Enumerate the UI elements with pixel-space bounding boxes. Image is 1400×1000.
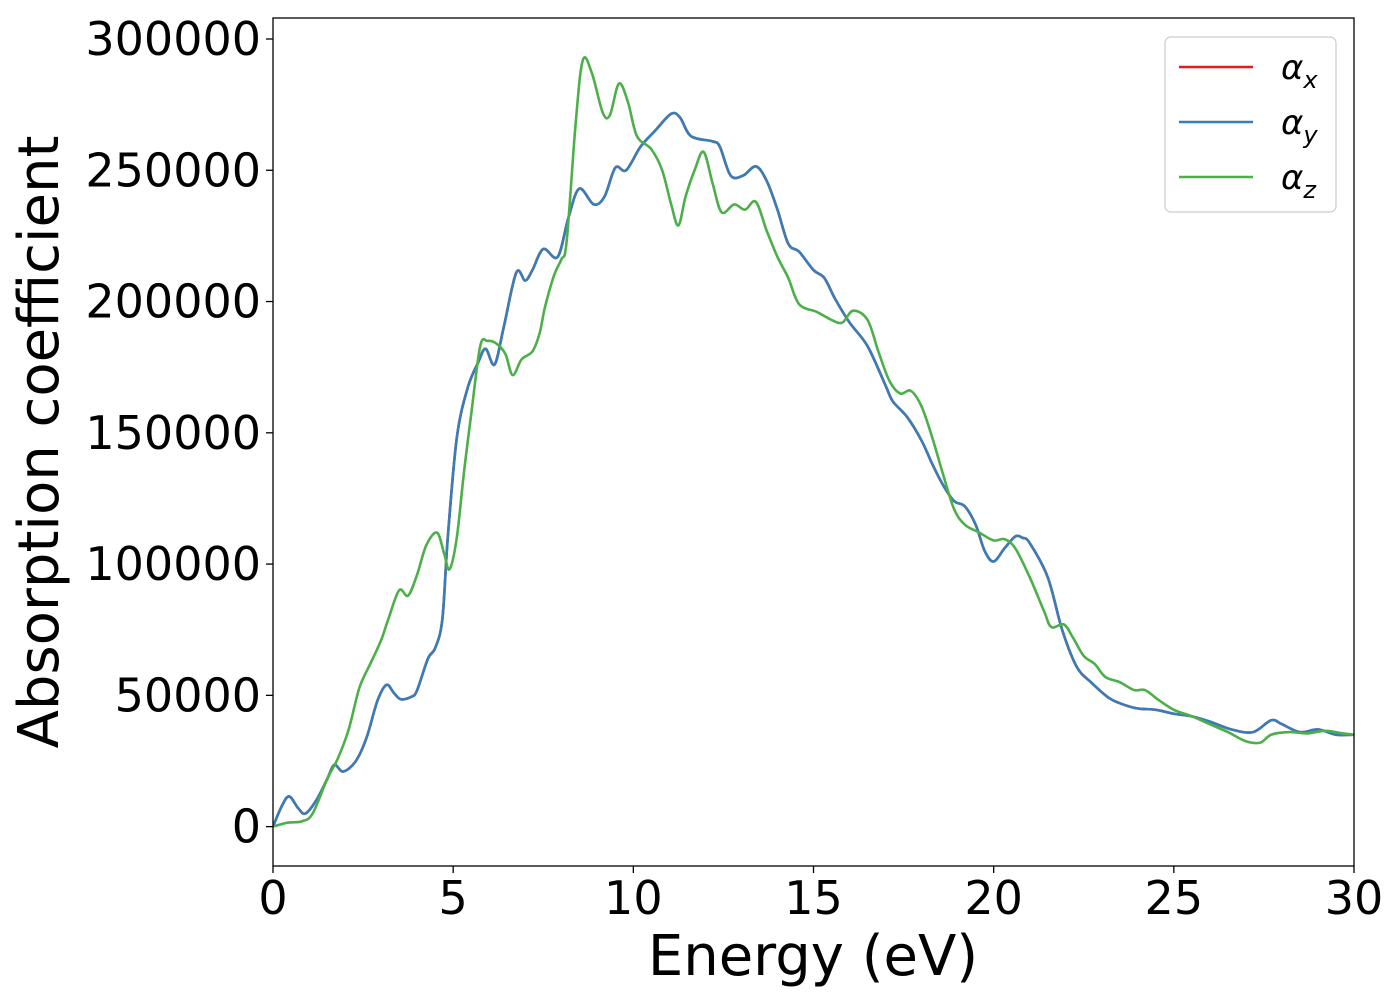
series-line-alpha-z	[273, 56, 1354, 828]
series-layer	[273, 56, 1354, 828]
x-tick-label: 30	[1325, 871, 1384, 925]
legend-box	[1164, 36, 1337, 213]
y-tick-label: 300000	[85, 12, 261, 66]
y-tick-label: 150000	[85, 406, 261, 460]
y-axis: 0 50000 100000 150000 200000 250000 300000	[85, 12, 273, 854]
legend-label-alpha-x: αx	[1281, 48, 1318, 94]
y-tick-label: 50000	[115, 668, 261, 722]
y-tick-label: 100000	[85, 537, 261, 591]
x-axis: 0 5 10 15 20 25 30	[258, 866, 1383, 925]
x-tick-label: 10	[604, 871, 663, 925]
series-line-alpha-y	[273, 111, 1354, 828]
x-tick-label: 5	[439, 871, 468, 925]
x-tick-label: 0	[258, 871, 287, 925]
y-tick-label: 250000	[85, 143, 261, 197]
x-axis-label: Energy (eV)	[648, 924, 978, 989]
y-tick-label: 0	[232, 800, 261, 854]
legend: αx αy αz	[1164, 36, 1337, 213]
x-tick-label: 15	[784, 871, 843, 925]
y-tick-label: 200000	[85, 275, 261, 329]
legend-label-alpha-y: αy	[1281, 103, 1318, 149]
y-axis-label: Absorption coefficient	[7, 136, 72, 749]
legend-label-alpha-z: αz	[1281, 158, 1317, 204]
x-tick-label: 20	[964, 871, 1023, 925]
x-tick-label: 25	[1145, 871, 1204, 925]
